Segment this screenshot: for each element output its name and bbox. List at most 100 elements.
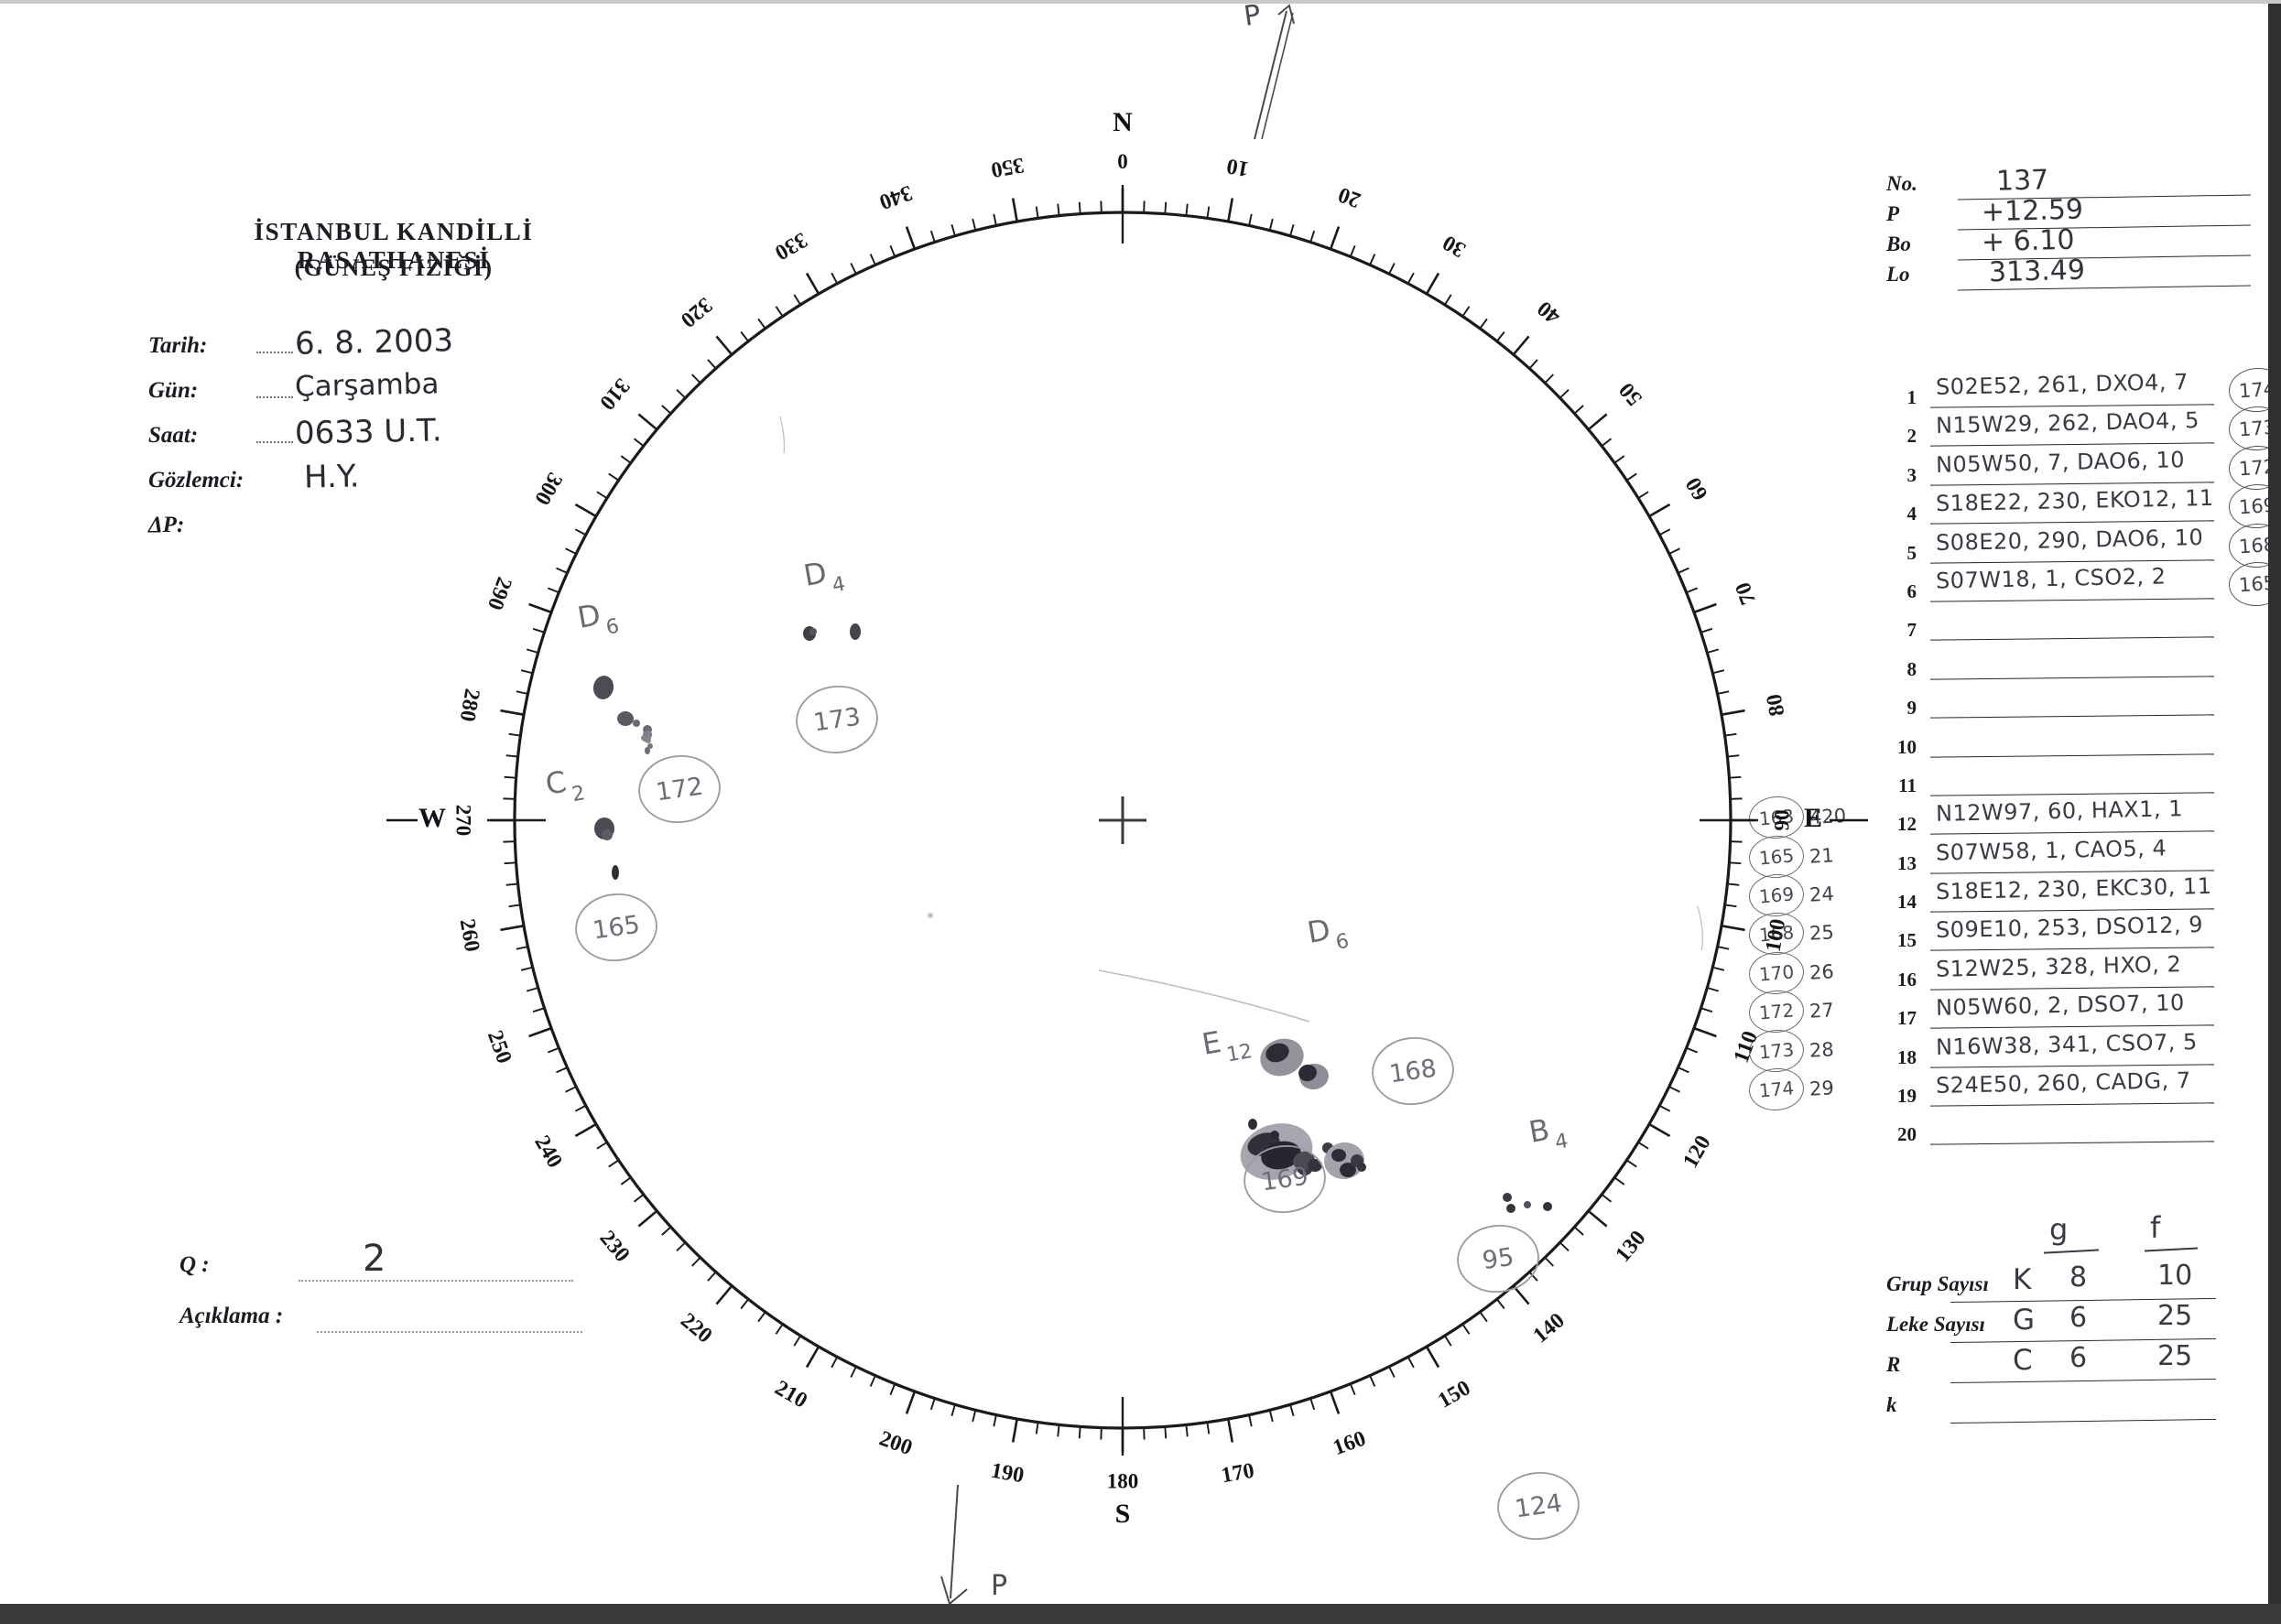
sunspot [1543, 1202, 1552, 1211]
spot-entry-row[interactable]: 12 N12W97, 60, HAX1, 1 163 420 [1747, 794, 2280, 841]
limb-degree-label: 10 [1225, 154, 1251, 181]
spot-entry-row[interactable]: 18 N16W38, 341, CSO7, 5 173 28 [1747, 1027, 2280, 1075]
spot-entry-row[interactable]: 8 [1822, 647, 2280, 686]
limb-tick [775, 306, 784, 318]
limb-tick [1587, 413, 1608, 431]
summary-r-f: 25 [2157, 1340, 2193, 1372]
limb-tick [707, 1271, 717, 1282]
spot-entry-text: S07W58, 1, CAO5, 4 [1935, 835, 2167, 866]
limb-tick [637, 1209, 658, 1228]
svg-text:165: 165 [591, 911, 641, 946]
record-row-p[interactable]: P +12.59 [1886, 194, 2253, 231]
sunspot [1351, 1154, 1363, 1167]
spot-entry-row[interactable]: 6 S07W18, 1, CSO2, 2 165 [1822, 559, 2281, 609]
limb-tick [950, 223, 956, 236]
field-saat-dots [256, 441, 293, 443]
spot-entry-row[interactable]: 16 S12W25, 328, HXO, 2 170 26 [1747, 949, 2280, 997]
spot-entry-row[interactable]: 19 S24E50, 260, CADG, 7 174 29 [1747, 1066, 2280, 1113]
field-gozlemci[interactable]: Gözlemci: H.Y. [148, 458, 661, 507]
cardinal-label: W [418, 803, 446, 833]
limb-degree-label: 170 [1220, 1459, 1256, 1489]
spot-entry-row[interactable]: 7 [1822, 608, 2280, 646]
field-q[interactable]: Q : 2 [179, 1238, 573, 1300]
summary-row-r[interactable]: R C 6 25 [1886, 1340, 2271, 1390]
limb-tick [1707, 987, 1720, 992]
spot-entry-row[interactable]: 15 S09E10, 253, DSO12, 9 168 25 [1747, 910, 2280, 958]
spot-entry-text: S18E22, 230, EKO12, 11 [1935, 484, 2214, 517]
limb-tick [1444, 294, 1452, 306]
limb-tick [1668, 547, 1680, 555]
limb-tick [516, 690, 528, 695]
summary-row-grup-sayisi[interactable]: Grup Sayısı K 8 10 [1886, 1260, 2271, 1309]
limb-tick [1309, 230, 1316, 243]
spot-entry-row[interactable]: 20 [1822, 1112, 2280, 1151]
limb-tick [1078, 1426, 1081, 1439]
limb-degree-label: 240 [529, 1131, 567, 1172]
circled-region-number: 173 [796, 686, 878, 753]
spot-entry-row[interactable]: 11 [1822, 763, 2280, 802]
summary-grup-code: K [2013, 1263, 2032, 1296]
spot-entry-text: S24E50, 260, CADG, 7 [1935, 1067, 2191, 1099]
record-row-bo[interactable]: Bo + 6.10 [1886, 224, 2253, 261]
limb-tick [1444, 1335, 1452, 1347]
limb-tick [1185, 203, 1189, 216]
limb-tick [929, 1398, 936, 1411]
record-row-lo[interactable]: Lo 313.49 [1886, 254, 2253, 291]
limb-tick [1496, 1298, 1505, 1310]
spot-entry-row[interactable]: 4 S18E22, 230, EKO12, 11 169 [1822, 482, 2281, 531]
spot-entry-left-number: 29 [1809, 1077, 1835, 1100]
spot-entry-row[interactable]: 13 S07W58, 1, CAO5, 4 165 21 [1747, 833, 2280, 881]
spot-entry-rule [1930, 676, 2214, 680]
limb-tick [565, 1086, 577, 1093]
summary-row-leke-sayisi[interactable]: Leke Sayısı G 6 25 [1886, 1300, 2271, 1349]
spot-entry-left-circled-number: 163 [1747, 794, 1806, 841]
spot-entry-row[interactable]: 5 S08E20, 290, DAO6, 10 168 [1822, 521, 2281, 569]
record-row-no[interactable]: No. 137 [1886, 164, 2253, 200]
summary-leke-label: Leke Sayısı [1886, 1313, 1985, 1336]
sunspot [1240, 1123, 1313, 1180]
field-aciklama[interactable]: Açıklama : [179, 1300, 582, 1351]
limb-tick [1573, 1226, 1584, 1236]
spot-entry-row[interactable]: 1 S02E52, 261, DXO4, 7 174 [1822, 365, 2281, 415]
sunspot [1524, 1201, 1531, 1208]
limb-tick [993, 213, 997, 226]
circled-region-number: 168 [1372, 1037, 1454, 1105]
limb-tick [574, 1104, 587, 1112]
limb-tick [676, 1241, 687, 1251]
summary-grup-f: 10 [2157, 1260, 2193, 1292]
sunspot [647, 743, 653, 749]
spot-entry-text: S02E52, 261, DXO4, 7 [1935, 369, 2189, 400]
field-gun[interactable]: Gün: Çarşamba [148, 367, 661, 417]
spot-entry-left-number: 27 [1809, 999, 1835, 1023]
limb-tick [1248, 1414, 1253, 1427]
spot-entry-rule [1930, 598, 2214, 602]
spot-entry-row[interactable]: 2 N15W29, 262, DAO4, 5 173 [1822, 405, 2281, 453]
spot-entry-rule [1930, 1141, 2214, 1146]
limb-degree-label: 230 [594, 1227, 634, 1267]
limb-tick [740, 1298, 749, 1310]
spot-entry-rule [1930, 830, 2214, 835]
limb-degree-label: 210 [771, 1376, 811, 1413]
limb-tick [520, 669, 533, 675]
spot-entry-row[interactable]: 17 N05W60, 2, DSO7, 10 172 27 [1747, 988, 2280, 1035]
record-lo-label: Lo [1886, 263, 1910, 286]
spot-entry-text: N15W29, 262, DAO4, 5 [1935, 407, 2200, 439]
limb-tick [1700, 627, 1713, 633]
summary-row-k[interactable]: k [1886, 1390, 2271, 1430]
spot-entry-row[interactable]: 9 [1822, 686, 2280, 724]
spot-entry-row[interactable]: 10 [1822, 725, 2280, 763]
spot-entry-text: N16W38, 341, CSO7, 5 [1935, 1028, 2199, 1060]
field-tarih[interactable]: Tarih: 6. 8. 2003 [148, 322, 661, 373]
field-saat[interactable]: Saat: 0633 U.T. [148, 412, 661, 462]
spot-entry-rule [1930, 636, 2214, 641]
spot-entry-row[interactable]: 3 N05W50, 7, DAO6, 10 172 [1822, 443, 2281, 492]
limb-degree-label: 80 [1763, 692, 1790, 718]
sunspot [1293, 1151, 1315, 1171]
spot-entry-row[interactable]: 14 S18E12, 230, EKC30, 11 169 24 [1747, 872, 2280, 919]
sunspot [928, 913, 933, 918]
field-delta-p[interactable]: ΔP: [148, 507, 661, 552]
limb-tick [740, 330, 749, 342]
summary-leke-f: 25 [2157, 1300, 2193, 1332]
limb-tick [1601, 438, 1613, 447]
spot-entry-index: 4 [1906, 503, 1917, 525]
